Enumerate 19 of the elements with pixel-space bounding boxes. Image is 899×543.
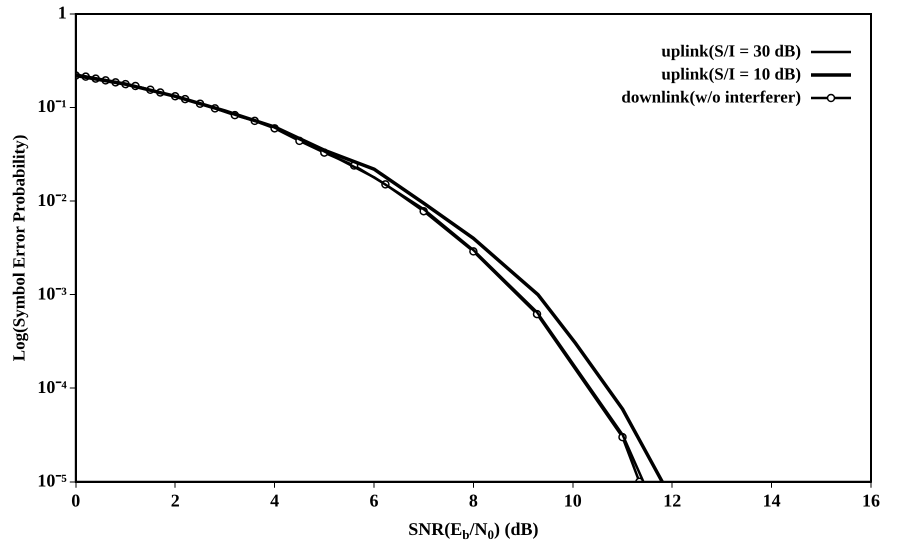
x-tick-label: 10 [564, 490, 582, 510]
x-tick-label: 8 [468, 490, 478, 510]
y-tick-label: 10⁻³ [37, 283, 68, 304]
y-tick-label: 10⁻⁴ [37, 376, 68, 397]
x-tick-label: 16 [862, 490, 880, 510]
legend-label: uplink(S/I = 30 dB) [661, 41, 801, 60]
y-tick-label: 10⁻² [37, 190, 67, 210]
x-tick-label: 6 [370, 490, 378, 510]
x-tick-label: 4 [270, 490, 280, 510]
legend-label: downlink(w/o interferer) [621, 87, 801, 106]
y-tick-label: 10⁻⁵ [37, 470, 68, 490]
legend-label: uplink(S/I = 10 dB) [661, 64, 801, 84]
y-axis-title: Log(Symbol Error Probability) [10, 134, 29, 362]
x-tick-label: 0 [71, 490, 80, 510]
x-tick-label: 14 [762, 490, 781, 510]
y-tick-label: 1 [58, 2, 67, 23]
y-tick-label: 10⁻¹ [37, 96, 67, 116]
x-tick-label: 12 [663, 490, 682, 510]
x-tick-label: 2 [170, 490, 180, 510]
